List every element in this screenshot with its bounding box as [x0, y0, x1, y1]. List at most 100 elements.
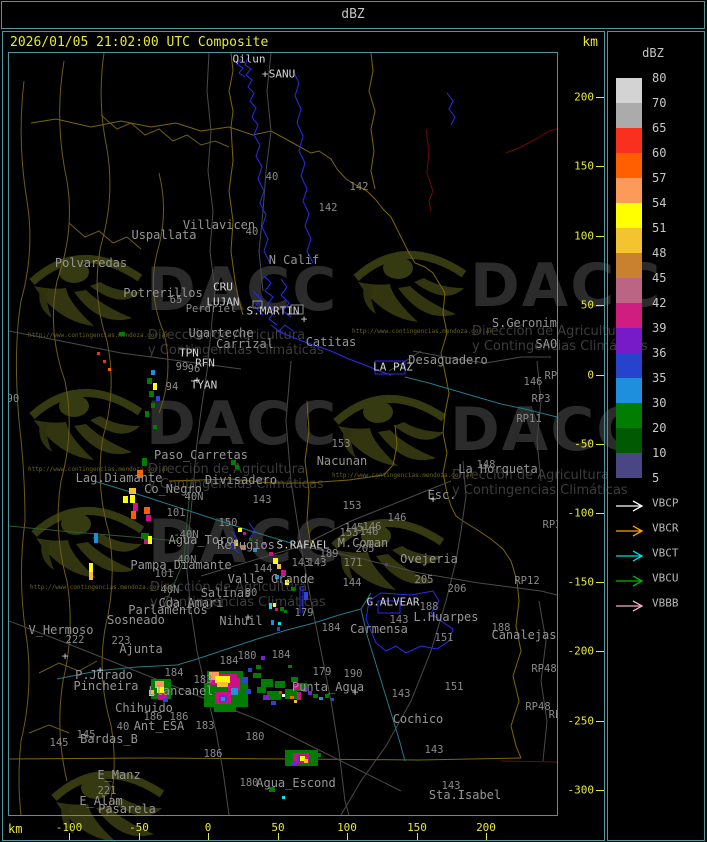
- y-axis-tick: [596, 721, 604, 722]
- radar-echo: [163, 698, 168, 702]
- timestamp: 2026/01/05 21:02:00 UTC Composite: [10, 35, 269, 50]
- y-axis-tick-label: 200: [574, 90, 594, 104]
- radar-echo: [89, 563, 93, 572]
- scale-band: [616, 203, 642, 228]
- map-label: Llancanel: [148, 684, 214, 698]
- scale-title: dBZ: [642, 46, 664, 60]
- map-label: Polvaredas: [54, 256, 128, 270]
- map-label: 148: [476, 459, 496, 471]
- radar-echo: [129, 488, 136, 494]
- scale-band: [616, 153, 642, 178]
- radar-echo: [256, 665, 261, 669]
- x-axis-tick: [417, 833, 418, 840]
- radar-echo: [269, 787, 275, 792]
- x-axis-tick: [139, 833, 140, 840]
- watermark: [50, 762, 360, 842]
- radar-echo: [273, 558, 278, 564]
- map-label: CRU: [213, 280, 233, 294]
- map-label: 151: [434, 632, 454, 644]
- radar-echo: [288, 665, 292, 668]
- watermark-line2: y Contingencias Climáticas: [472, 339, 648, 354]
- radar-echo: [248, 668, 252, 672]
- radar-echo: [273, 603, 276, 607]
- map-label: 143: [441, 780, 461, 792]
- map-label: 94: [165, 381, 179, 393]
- map-label: Potrerillos: [123, 286, 203, 300]
- map-label: 184: [164, 667, 184, 679]
- map-label: SAOU: [535, 337, 557, 351]
- radar-echo: [145, 411, 149, 417]
- dacc-eye-logo: [51, 771, 165, 842]
- radar-echo: [325, 694, 329, 698]
- map-label: Carrizal: [216, 337, 274, 351]
- x-axis-unit: km: [8, 822, 23, 836]
- map-label: 151: [444, 681, 464, 693]
- radar-echo: [149, 690, 154, 696]
- scale-band: [616, 328, 642, 353]
- scale-band: [616, 278, 642, 303]
- map-label: RP3: [542, 519, 557, 531]
- scale-band-label: 48: [652, 246, 667, 260]
- scale-band-label: 60: [652, 146, 667, 160]
- vector-arrow-icon: [615, 597, 647, 612]
- map-label: RP: [548, 709, 557, 721]
- map-label: TYAN: [190, 378, 218, 392]
- y-axis-tick-label: 100: [574, 229, 594, 243]
- radar-echo: [215, 676, 230, 683]
- radar-echo: [142, 458, 147, 466]
- radar-echo: [97, 352, 100, 355]
- map-label: M.Coman: [337, 536, 389, 550]
- scale-band-label: 65: [652, 121, 667, 135]
- watermark-brand: DACC: [148, 507, 341, 577]
- watermark: http://www.contingencias.mendoza.gov.ar D…: [30, 498, 340, 613]
- map-label: Bardas_B: [80, 732, 138, 746]
- radar-echo: [133, 503, 138, 511]
- map-label: 180: [239, 777, 259, 789]
- radar-echo: [141, 533, 149, 539]
- map-label: Parlamentos: [128, 603, 208, 617]
- radar-echo: [151, 370, 155, 375]
- map-label: RFN: [195, 356, 215, 370]
- y-axis-tick-label: -150: [567, 575, 595, 589]
- radar-echo: [285, 689, 297, 699]
- radar-echo: [278, 622, 281, 625]
- map-label: LA PAZ: [373, 360, 413, 374]
- reflectivity-scale-panel: [607, 31, 705, 841]
- vector-arrow-icon: [615, 572, 647, 587]
- map-label: +: [96, 663, 104, 677]
- watermark-line1: Dirección de Agricultura: [472, 324, 630, 339]
- y-axis-tick-label: -300: [567, 783, 595, 797]
- scale-band: [616, 378, 642, 403]
- vector-arrow-icon: [615, 547, 647, 562]
- map-label: Pasarela: [98, 802, 156, 815]
- scale-band: [616, 303, 642, 328]
- map-label: 143: [391, 688, 411, 700]
- radar-echo: [280, 607, 284, 611]
- map-label: Sta.Isabel: [428, 788, 502, 802]
- radar-echo: [282, 694, 285, 697]
- y-axis-tick-label: -50: [574, 437, 594, 451]
- radar-echo: [253, 548, 257, 552]
- map-label: 146: [523, 376, 543, 388]
- y-axis-tick-label: -200: [567, 644, 595, 658]
- map-label: 153: [339, 527, 359, 539]
- radar-echo: [331, 698, 334, 701]
- map-label: RP3: [544, 370, 557, 382]
- map-label: 205: [355, 543, 375, 555]
- x-axis-tick: [486, 833, 487, 840]
- map-label: E_Manz: [97, 768, 141, 782]
- radar-echo: [157, 687, 164, 693]
- map-label: 171: [343, 557, 363, 569]
- map-label: Divisadero: [204, 473, 278, 487]
- map-label: +: [193, 373, 201, 387]
- vector-arrow-icon: [615, 522, 647, 537]
- map-label: Perdriel: [185, 303, 237, 315]
- map-label: 90: [9, 393, 20, 405]
- x-axis-tick-label: -100: [55, 821, 83, 834]
- map-label: TPN: [179, 346, 199, 360]
- vector-arrow-icon: [615, 497, 647, 512]
- map-label: +: [429, 492, 437, 506]
- map-label: Chihuido: [115, 701, 173, 715]
- map-label: +: [300, 312, 308, 326]
